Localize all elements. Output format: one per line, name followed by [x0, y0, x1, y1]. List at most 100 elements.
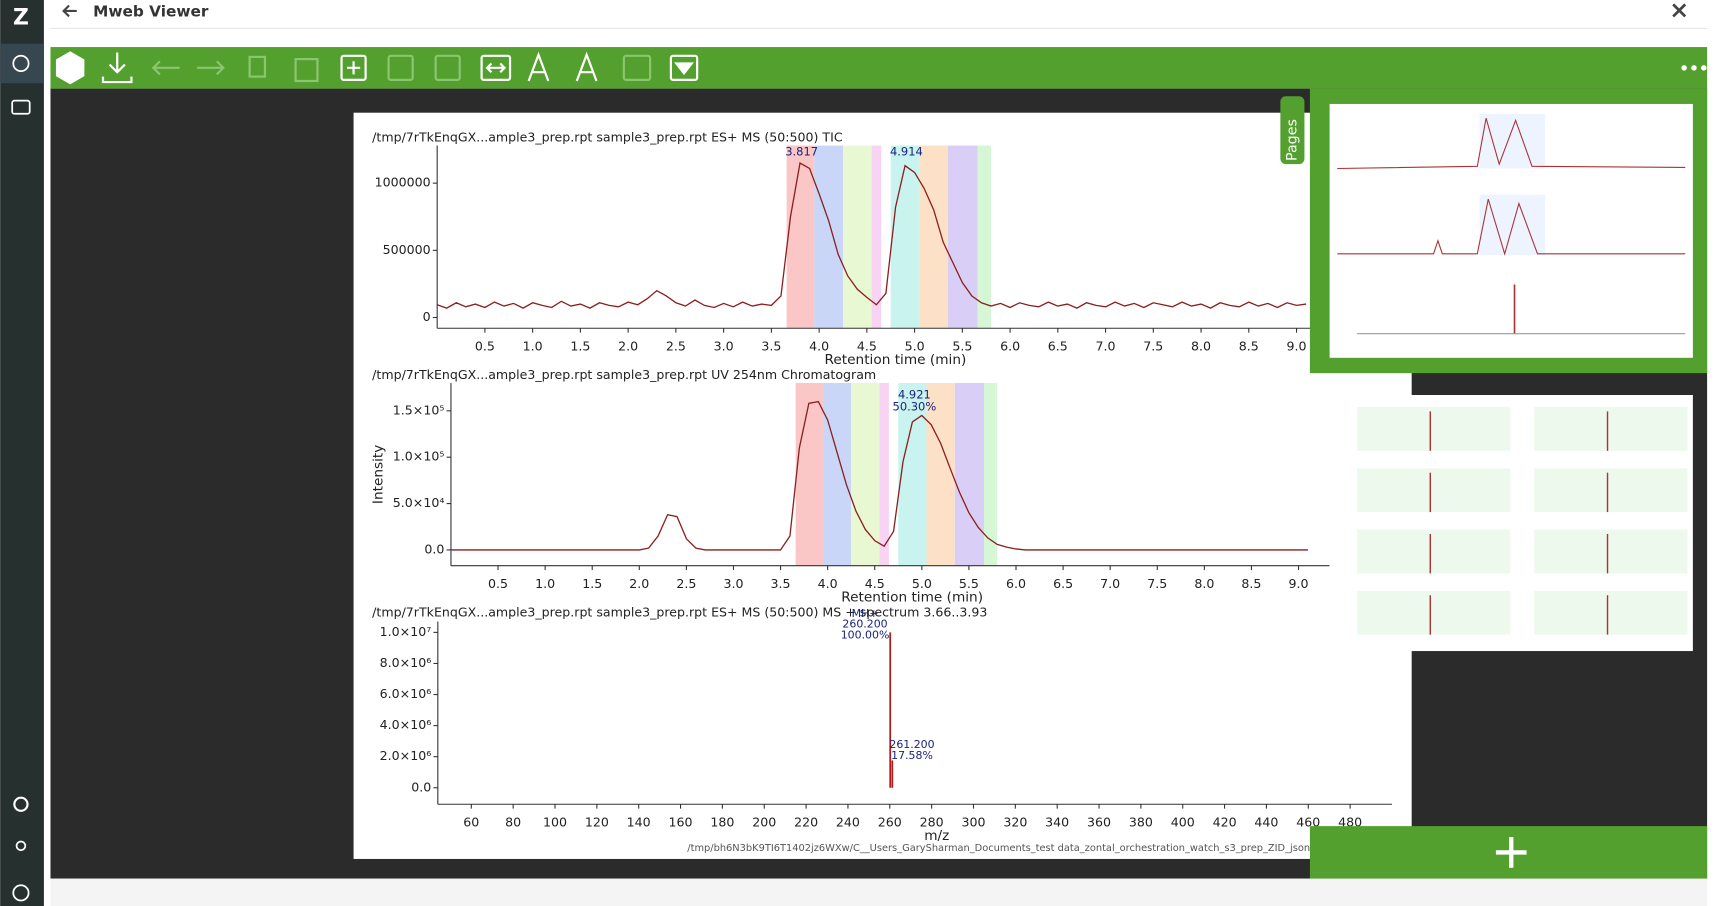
x-tick-label: 480	[1338, 814, 1362, 829]
x-tick-label: 8.0	[1194, 576, 1214, 591]
x-tick-label: 6.0	[1000, 338, 1020, 353]
x-tick-label: 200	[752, 814, 776, 829]
nav-viewer-icon[interactable]	[12, 54, 30, 72]
zoom-out-button[interactable]	[387, 54, 414, 81]
nav-list-icon[interactable]	[11, 99, 31, 115]
zoom-in-button[interactable]	[340, 54, 367, 81]
page-thumbnail-2[interactable]	[1329, 395, 1693, 652]
fraction-band	[926, 382, 955, 566]
toolbar	[50, 47, 1708, 89]
y-tick-label: 5.0×10⁴	[393, 495, 445, 510]
fraction-band	[983, 382, 998, 566]
undo-button[interactable]	[151, 60, 180, 76]
page-down-button[interactable]	[669, 54, 699, 81]
x-tick-label: 8.5	[1239, 338, 1259, 353]
y-tick-label: 0.0	[411, 779, 431, 794]
x-tick-label: 0.5	[475, 338, 495, 353]
x-tick-label: 1.0	[535, 576, 555, 591]
x-tick-label: 7.0	[1096, 338, 1116, 353]
x-tick-label: 2.0	[629, 576, 649, 591]
fraction-band	[814, 145, 843, 329]
trace	[436, 162, 1307, 309]
x-tick-label: 60	[463, 814, 479, 829]
y-tick-label: 1.0×10⁷	[380, 624, 432, 639]
y-tick-label: 8.0×10⁶	[380, 655, 432, 670]
nav-active[interactable]	[0, 43, 44, 84]
x-tick-label: 1.0	[523, 338, 543, 353]
more-menu[interactable]	[1681, 65, 1707, 71]
x-tick-label: 5.5	[952, 338, 972, 353]
x-tick-label: 3.0	[723, 576, 743, 591]
font-up-button[interactable]	[527, 51, 550, 82]
fraction-band	[919, 145, 949, 329]
page-thumbnail-1[interactable]	[1329, 103, 1693, 358]
x-tick-label: 5.0	[905, 338, 925, 353]
help-icon[interactable]	[12, 884, 30, 902]
peak-label: 4.914	[890, 145, 923, 159]
x-tick-label: 9.0	[1289, 576, 1309, 591]
user-icon[interactable]	[15, 840, 27, 852]
toolbar-icons	[55, 51, 699, 85]
chart-title: /tmp/7rTkEnqGX...ample3_prep.rpt sample3…	[372, 604, 987, 619]
x-tick-label: 80	[505, 814, 521, 829]
percent-label: 17.58%	[891, 749, 933, 762]
paste-button[interactable]	[294, 57, 319, 83]
add-icon[interactable]	[1495, 837, 1527, 868]
x-tick-label: 0.5	[488, 576, 508, 591]
x-tick-label: 5.0	[912, 576, 932, 591]
x-tick-label: 1.5	[582, 576, 602, 591]
file-path: /tmp/bh6N3bK9TI6T1402jz6WXw/C__Users_Gar…	[687, 843, 1323, 854]
fraction-band	[898, 382, 927, 566]
x-tick-label: 100	[543, 814, 567, 829]
x-axis-label: Retention time (min)	[825, 352, 967, 368]
x-tick-label: 6.0	[1006, 576, 1026, 591]
fraction-band	[954, 382, 984, 566]
x-tick-label: 320	[1003, 814, 1027, 829]
x-tick-label: 140	[627, 814, 651, 829]
x-axis-label: Retention time (min)	[841, 589, 983, 605]
x-tick-label: 3.5	[771, 576, 791, 591]
ion-label: MH+	[852, 607, 879, 620]
font-down-button[interactable]	[575, 51, 598, 82]
y-tick-label: 0.0	[424, 541, 444, 556]
y-tick-label: 500000	[383, 242, 431, 257]
x-axis-label: m/z	[924, 828, 949, 844]
x-tick-label: 4.5	[857, 338, 877, 353]
x-tick-label: 4.0	[818, 576, 838, 591]
y-tick-label: 2.0×10⁶	[380, 748, 432, 763]
fraction-band	[822, 382, 852, 566]
app-icon[interactable]	[55, 51, 85, 85]
x-tick-label: 2.5	[666, 338, 686, 353]
settings-icon[interactable]	[13, 796, 29, 812]
x-tick-label: 3.5	[761, 338, 781, 353]
pan-button[interactable]	[434, 54, 461, 81]
mz-label: 260.200	[842, 618, 887, 631]
app-logo[interactable]: Z	[13, 6, 29, 31]
x-tick-label: 7.5	[1143, 338, 1163, 353]
fraction-band	[786, 145, 815, 329]
x-tick-label: 4.5	[865, 576, 885, 591]
y-axis-label: Intensity	[371, 445, 387, 504]
page-up-button[interactable]	[622, 54, 652, 81]
copy-button[interactable]	[248, 55, 267, 78]
close-button[interactable]	[1672, 3, 1687, 18]
trace	[450, 400, 1308, 551]
download-button[interactable]	[101, 52, 133, 84]
fit-button[interactable]	[480, 54, 512, 81]
fraction-band	[977, 145, 991, 329]
x-tick-label: 160	[669, 814, 693, 829]
pages-tab-label[interactable]: Pages	[1284, 119, 1300, 161]
fraction-band	[948, 145, 978, 329]
x-tick-label: 2.5	[676, 576, 696, 591]
charts: /tmp/7rTkEnqGX...ample3_prep.rpt sample3…	[371, 129, 1392, 844]
x-tick-label: 380	[1129, 814, 1153, 829]
redo-button[interactable]	[197, 60, 225, 76]
x-tick-label: 340	[1045, 814, 1069, 829]
back-button[interactable]	[62, 4, 77, 18]
x-tick-label: 2.0	[618, 338, 638, 353]
pages-tab[interactable]	[1280, 96, 1305, 165]
x-tick-label: 5.5	[959, 576, 979, 591]
fraction-band	[871, 145, 882, 329]
